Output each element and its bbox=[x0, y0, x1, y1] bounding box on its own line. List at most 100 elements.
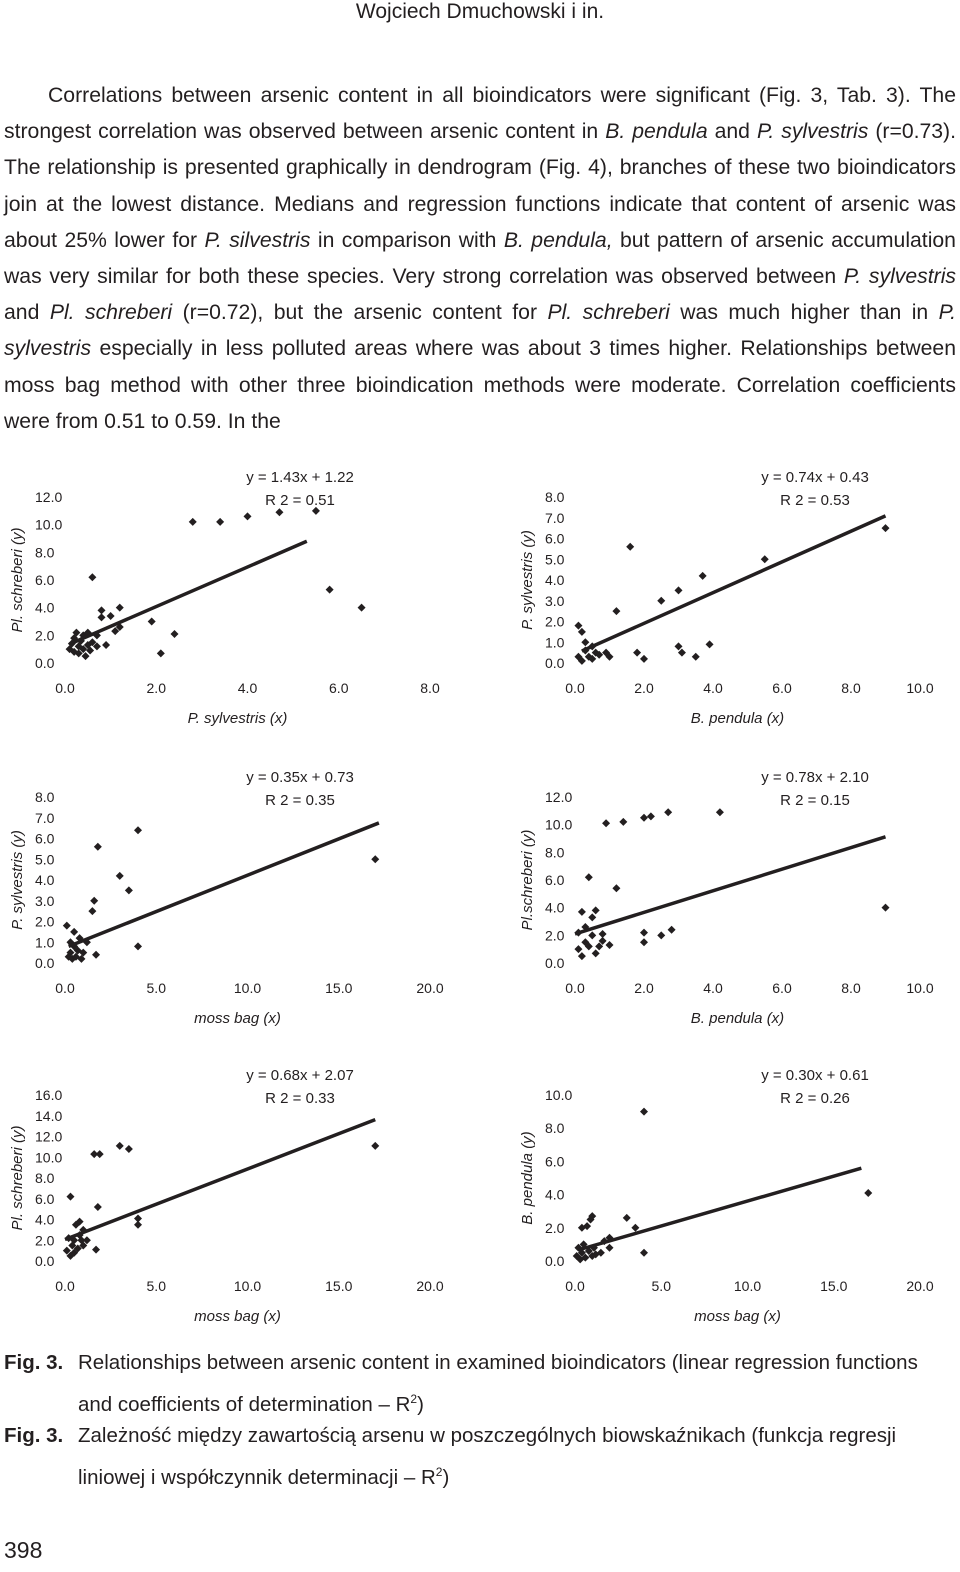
y-tick-label: 12.0 bbox=[545, 789, 572, 805]
data-point bbox=[92, 950, 101, 959]
y-tick-label: 10.0 bbox=[35, 517, 62, 533]
data-point bbox=[90, 896, 99, 905]
data-point bbox=[81, 652, 90, 661]
y-tick-label: 8.0 bbox=[35, 789, 55, 805]
data-point bbox=[88, 573, 97, 582]
data-point bbox=[574, 945, 583, 954]
data-point bbox=[584, 942, 593, 951]
data-point bbox=[134, 826, 142, 835]
data-point bbox=[115, 1141, 124, 1150]
x-tick-label: 20.0 bbox=[416, 980, 443, 996]
y-tick-label: 2.0 bbox=[545, 614, 565, 630]
data-point bbox=[584, 652, 593, 661]
x-tick-label: 0.0 bbox=[55, 1278, 75, 1294]
chart-pl-schreberi-vs-moss-bag: 0.0 2.0 4.0 6.0 8.0 10.0 12.0 14.0 16.0 0.0 5.0 10.… bbox=[0, 1053, 480, 1343]
species-name: B. pendula, bbox=[503, 228, 613, 252]
scatter-plot-svg: 0.0 1.0 2.0 3.0 4.0 5.0 6.0 7.0 8.0 0.0 2.0 4.0 6.0 8… bbox=[519, 469, 934, 727]
regression-equation: y = 0.30x + 0.61 bbox=[761, 1067, 869, 1084]
y-tick-label: 0.0 bbox=[545, 655, 565, 671]
data-point bbox=[93, 1203, 102, 1212]
x-tick-label: 4.0 bbox=[238, 680, 258, 696]
data-point bbox=[640, 928, 648, 937]
scatter-plot-svg: 0.0 2.0 4.0 6.0 8.0 10.0 12.0 0.0 2.0 4.0 6.0 8.0 P.… bbox=[9, 469, 440, 727]
r-squared-label: R 2 = 0.26 bbox=[780, 1090, 850, 1107]
y-tick-label: 1.0 bbox=[545, 634, 565, 650]
data-point bbox=[598, 936, 607, 945]
data-point bbox=[70, 927, 79, 936]
x-tick-label: 4.0 bbox=[703, 980, 723, 996]
data-point bbox=[170, 629, 179, 638]
data-point bbox=[577, 1248, 586, 1257]
figure-caption-pl: Fig. 3. Zależność między zawartością ars… bbox=[4, 1418, 956, 1496]
species-name: P. sylvestris bbox=[843, 265, 957, 289]
regression-line bbox=[68, 821, 380, 949]
species-name: P. sylvestris bbox=[4, 301, 956, 361]
data-point bbox=[588, 654, 597, 663]
data-point bbox=[591, 1250, 600, 1259]
data-point bbox=[589, 1243, 598, 1252]
x-tick-label: 10.0 bbox=[906, 680, 933, 696]
y-tick-label: 3.0 bbox=[545, 593, 565, 609]
paragraph-text: (r=0.73). The relationship is presented … bbox=[4, 120, 956, 252]
data-point bbox=[147, 617, 156, 626]
regression-equation: y = 0.68x + 2.07 bbox=[246, 1067, 354, 1084]
figure-caption-en: Fig. 3. Relationships between arsenic co… bbox=[4, 1345, 956, 1423]
data-point bbox=[657, 931, 666, 940]
paragraph-text: in comparison with bbox=[310, 228, 504, 252]
y-tick-label: 3.0 bbox=[35, 893, 55, 909]
y-tick-label: 2.0 bbox=[35, 914, 55, 930]
paragraph-text: was much higher than in bbox=[669, 301, 939, 325]
chart-p-sylvestris-vs-b-pendula: 0.0 1.0 2.0 3.0 4.0 5.0 6.0 7.0 8.0 0.0 2.0 4.0 6.0 8… bbox=[480, 455, 960, 745]
data-point bbox=[88, 907, 97, 916]
data-point bbox=[588, 913, 597, 922]
data-point bbox=[577, 952, 586, 961]
x-tick-label: 6.0 bbox=[772, 680, 792, 696]
y-tick-label: 2.0 bbox=[545, 927, 565, 943]
chart-pl-schreberi-vs-b-pendula: 0.0 2.0 4.0 6.0 8.0 10.0 12.0 0.0 2.0 4.0 6.0 8.0 10… bbox=[480, 755, 960, 1045]
data-point bbox=[93, 842, 102, 851]
y-tick-label: 10.0 bbox=[35, 1149, 62, 1165]
data-point bbox=[646, 812, 655, 821]
paragraph-text: (r=0.72), but the arsenic content for bbox=[172, 301, 548, 325]
data-point bbox=[657, 596, 666, 605]
data-point bbox=[631, 1223, 640, 1232]
y-tick-label: 7.0 bbox=[35, 810, 55, 826]
x-tick-label: 10.0 bbox=[234, 1278, 261, 1294]
data-point bbox=[577, 656, 586, 665]
species-name: B. pendula bbox=[605, 120, 708, 144]
data-point bbox=[698, 571, 707, 580]
data-point bbox=[677, 648, 686, 657]
paragraph-text: but pattern of arsenic accumulation was … bbox=[4, 228, 956, 289]
data-point bbox=[579, 1240, 588, 1249]
page-number: 398 bbox=[4, 1537, 43, 1563]
r-squared-label: R 2 = 0.51 bbox=[265, 492, 335, 509]
y-tick-label: 6.0 bbox=[35, 572, 55, 588]
x-axis-label: moss bag (x) bbox=[194, 1010, 281, 1027]
x-tick-label: 0.0 bbox=[55, 980, 75, 996]
data-point bbox=[640, 813, 648, 822]
y-tick-label: 0.0 bbox=[35, 655, 55, 671]
r-squared-label: R 2 = 0.33 bbox=[265, 1090, 335, 1107]
scatter-plot-svg: 0.0 2.0 4.0 6.0 8.0 10.0 0.0 5.0 10.0 15.0 20.0 mos… bbox=[519, 1067, 934, 1325]
species-name: P. sylvestris bbox=[756, 120, 869, 144]
data-point bbox=[619, 817, 628, 826]
x-tick-label: 0.0 bbox=[565, 980, 585, 996]
y-tick-label: 10.0 bbox=[545, 1087, 572, 1103]
data-point bbox=[72, 628, 81, 637]
y-axis-label: Pl. schreberi (y) bbox=[9, 527, 26, 632]
y-tick-label: 4.0 bbox=[35, 600, 55, 616]
paragraph-text: especially in less polluted areas where … bbox=[4, 337, 956, 433]
y-tick-label: 8.0 bbox=[545, 844, 565, 860]
data-point bbox=[92, 642, 101, 651]
data-point bbox=[88, 638, 97, 647]
x-axis-label: moss bag (x) bbox=[194, 1308, 281, 1325]
data-point bbox=[325, 585, 334, 594]
data-point bbox=[79, 645, 88, 654]
y-tick-label: 2.0 bbox=[35, 1232, 55, 1248]
data-point bbox=[591, 906, 600, 915]
data-point bbox=[595, 650, 604, 659]
y-tick-label: 8.0 bbox=[545, 489, 565, 505]
y-tick-label: 8.0 bbox=[545, 1120, 565, 1136]
y-axis-label: Pl.schreberi (y) bbox=[519, 830, 536, 931]
data-point bbox=[134, 1214, 142, 1223]
